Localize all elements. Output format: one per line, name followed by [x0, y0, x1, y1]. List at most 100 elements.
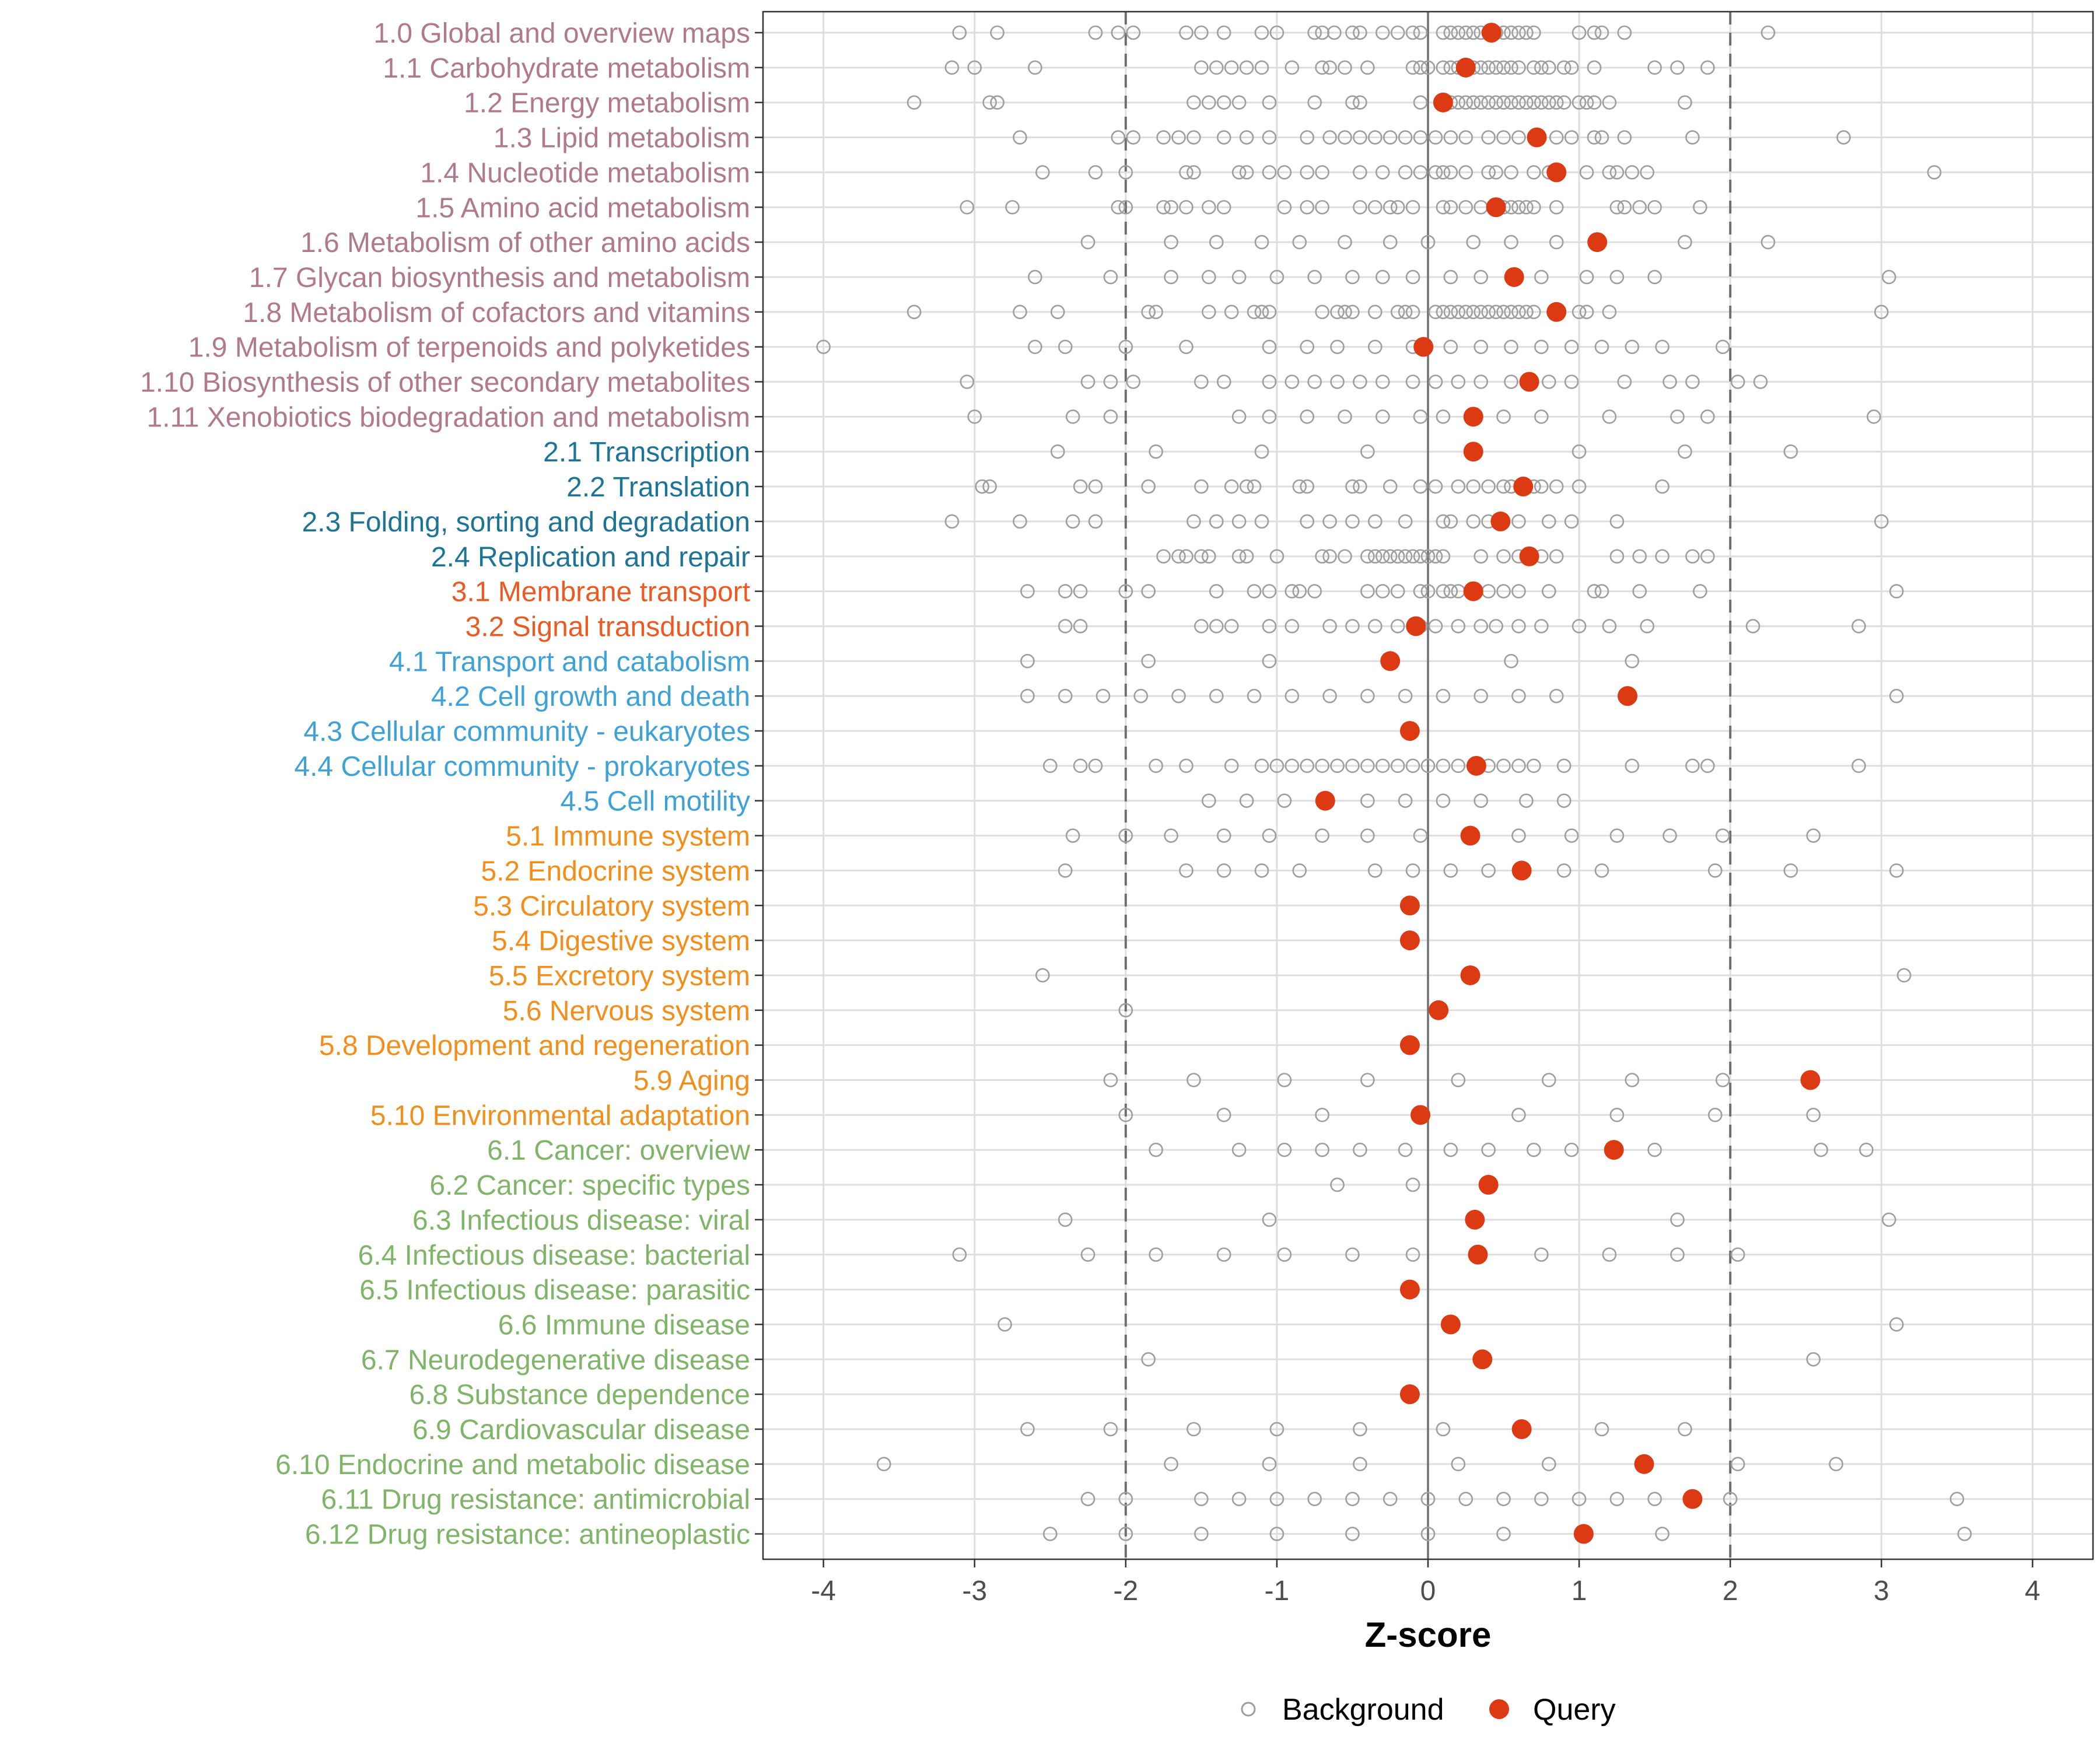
query-point: [1465, 1209, 1485, 1230]
background-point: [1156, 549, 1171, 564]
background-point: [1572, 619, 1587, 634]
background-point: [1262, 340, 1277, 354]
background-point: [1481, 1142, 1496, 1157]
query-point: [1511, 860, 1532, 881]
background-point: [1254, 758, 1269, 774]
category-label: 1.8 Metabolism of cofactors and vitamins: [243, 298, 750, 328]
background-point: [1231, 549, 1247, 564]
background-point: [1292, 863, 1307, 878]
background-point: [1345, 1247, 1360, 1262]
query-point: [1380, 651, 1401, 671]
background-point: [1224, 60, 1239, 75]
query-point: [1399, 1279, 1420, 1300]
query-point: [1315, 790, 1335, 811]
background-point: [1874, 304, 1889, 320]
background-point: [1481, 60, 1496, 75]
background-point: [1194, 1492, 1209, 1506]
background-point: [1345, 304, 1360, 320]
background-point: [1216, 374, 1231, 389]
background-point: [1186, 165, 1201, 180]
query-point: [1573, 1524, 1594, 1544]
category-label: 6.11 Drug resistance: antimicrobial: [321, 1485, 750, 1516]
background-point: [1080, 235, 1096, 250]
background-point: [1511, 25, 1526, 40]
background-point: [1625, 654, 1640, 668]
background-point: [1315, 549, 1329, 564]
background-point: [1504, 374, 1518, 389]
background-point: [1950, 1492, 1965, 1506]
background-point: [1496, 479, 1511, 494]
background-point: [1345, 514, 1360, 529]
background-point: [1564, 130, 1579, 145]
query-point: [1399, 1035, 1420, 1055]
background-point: [1315, 165, 1329, 180]
background-point: [1670, 60, 1685, 75]
background-point: [1156, 130, 1171, 145]
background-point: [1231, 1492, 1247, 1506]
background-point: [1889, 584, 1904, 598]
background-point: [1405, 1177, 1420, 1192]
background-point: [1474, 793, 1488, 808]
background-point: [1405, 374, 1420, 389]
background-point: [1277, 200, 1292, 215]
background-point: [1231, 165, 1247, 180]
background-point: [1315, 758, 1329, 774]
background-point: [1322, 514, 1337, 529]
background-point: [1609, 165, 1625, 180]
background-point: [1527, 165, 1541, 180]
background-point: [1609, 549, 1625, 564]
background-point: [1617, 200, 1632, 215]
background-point: [1549, 235, 1564, 250]
background-point: [1209, 514, 1224, 529]
query-point: [1511, 1419, 1532, 1439]
background-point: [1360, 549, 1375, 564]
background-point: [1042, 1527, 1058, 1541]
background-point: [1511, 828, 1526, 843]
background-point: [1254, 60, 1269, 75]
background-point: [1655, 549, 1670, 564]
background-point: [1496, 1527, 1511, 1541]
background-point: [1239, 130, 1254, 145]
background-point: [1715, 340, 1730, 354]
background-point: [1300, 758, 1315, 774]
background-point: [1322, 130, 1337, 145]
background-point: [1126, 374, 1141, 389]
background-point: [1723, 1492, 1738, 1506]
background-point: [1338, 60, 1352, 75]
background-point: [1345, 1492, 1360, 1506]
background-point: [1443, 340, 1458, 354]
background-point: [1436, 25, 1451, 40]
background-point: [1028, 60, 1042, 75]
query-point: [1513, 477, 1534, 497]
background-point: [1678, 1422, 1692, 1437]
background-point: [1194, 479, 1209, 494]
background-point: [990, 25, 1005, 40]
background-point: [1171, 549, 1186, 564]
background-point: [1247, 688, 1262, 704]
background-point: [1141, 1352, 1156, 1367]
background-point: [1504, 340, 1518, 354]
background-point: [1103, 1073, 1118, 1087]
background-point: [1405, 270, 1420, 285]
background-point: [1474, 304, 1488, 320]
background-point: [1164, 828, 1178, 843]
legend-query-label: Query: [1533, 1693, 1616, 1727]
background-point: [1300, 200, 1315, 215]
background-point: [1186, 95, 1201, 110]
background-point: [1300, 340, 1315, 354]
background-point: [1413, 479, 1428, 494]
background-point: [1141, 304, 1156, 320]
background-point: [1504, 165, 1518, 180]
background-point: [1519, 25, 1534, 40]
background-point: [1436, 688, 1451, 704]
background-point: [1382, 130, 1398, 145]
query-point: [1527, 127, 1547, 148]
background-point: [1436, 60, 1451, 75]
background-point: [1836, 130, 1851, 145]
background-point: [1428, 304, 1443, 320]
background-point: [1436, 758, 1451, 774]
background-point: [1209, 235, 1224, 250]
background-point: [1511, 619, 1526, 634]
background-point: [1080, 1492, 1096, 1506]
background-point: [1088, 514, 1103, 529]
